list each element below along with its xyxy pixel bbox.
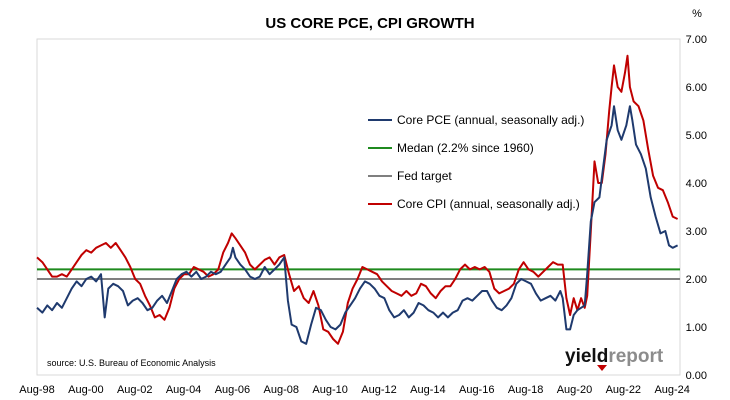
x-tick-label: Aug-00 bbox=[68, 384, 103, 396]
svg-text:yieldreport: yieldreport bbox=[565, 346, 664, 367]
legend: Core PCE (annual, seasonally adj.) Medan … bbox=[368, 113, 584, 211]
x-tick-label: Aug-12 bbox=[361, 384, 396, 396]
legend-label: Core PCE (annual, seasonally adj.) bbox=[397, 113, 584, 127]
y-tick-label: 4.00 bbox=[686, 178, 707, 190]
x-tick-label: Aug-02 bbox=[117, 384, 152, 396]
plot-area bbox=[36, 38, 681, 376]
chart-title: US CORE PCE, CPI GROWTH bbox=[265, 15, 474, 32]
x-tick-label: Aug-10 bbox=[312, 384, 347, 396]
y-tick-label: 2.00 bbox=[686, 274, 707, 286]
yieldreport-logo: yieldreport bbox=[565, 346, 664, 371]
x-tick-label: Aug-22 bbox=[606, 384, 641, 396]
y-tick-label: 0.00 bbox=[686, 370, 707, 382]
x-tick-label: Aug-18 bbox=[508, 384, 543, 396]
y-unit-label: % bbox=[692, 8, 702, 20]
series-line-0 bbox=[36, 105, 679, 345]
y-axis-ticks: 0.00 1.00 2.00 3.00 4.00 5.00 6.00 7.00 bbox=[686, 34, 707, 382]
x-tick-label: Aug-04 bbox=[166, 384, 201, 396]
logo-text-report: report bbox=[608, 346, 664, 367]
y-tick-label: 7.00 bbox=[686, 34, 707, 46]
y-tick-label: 6.00 bbox=[686, 82, 707, 94]
x-tick-label: Aug-08 bbox=[264, 384, 299, 396]
y-tick-label: 1.00 bbox=[686, 322, 707, 334]
x-tick-label: Aug-24 bbox=[654, 384, 689, 396]
logo-text-yield: yield bbox=[565, 346, 608, 367]
logo-arrow-icon bbox=[597, 365, 607, 371]
legend-label: Medan (2.2% since 1960) bbox=[397, 141, 534, 155]
x-tick-label: Aug-06 bbox=[215, 384, 250, 396]
x-tick-label: Aug-20 bbox=[557, 384, 592, 396]
y-tick-label: 3.00 bbox=[686, 226, 707, 238]
series-line-3 bbox=[36, 54, 679, 345]
legend-label: Core CPI (annual, seasonally adj.) bbox=[397, 197, 580, 211]
legend-label: Fed target bbox=[397, 169, 452, 183]
y-tick-label: 5.00 bbox=[686, 130, 707, 142]
x-tick-label: Aug-16 bbox=[459, 384, 494, 396]
x-tick-label: Aug-14 bbox=[410, 384, 445, 396]
series-layer bbox=[36, 54, 680, 345]
source-note: source: U.S. Bureau of Economic Analysis bbox=[47, 358, 216, 368]
x-axis-ticks: Aug-98 Aug-00 Aug-02 Aug-04 Aug-06 Aug-08 Aug-… bbox=[19, 384, 690, 396]
x-tick-label: Aug-98 bbox=[19, 384, 54, 396]
